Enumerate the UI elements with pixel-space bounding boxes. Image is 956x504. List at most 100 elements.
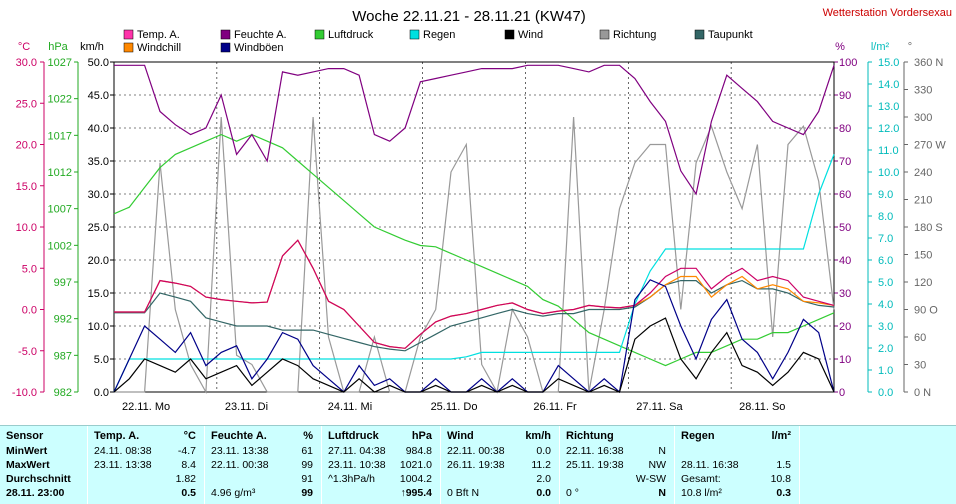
axis-tick-label: 270 W <box>914 140 946 152</box>
axis-tick-label: 360 N <box>914 57 943 69</box>
series-line-temp-a- <box>114 239 835 349</box>
axis-tick-label: 15.0 <box>878 57 899 69</box>
axis-tick-label: 1.0 <box>878 365 893 377</box>
axis-tick-label: 9.0 <box>878 189 893 201</box>
right-axes: % l/m² °100908070605040302010015.014.013.0… <box>833 41 946 399</box>
stats-value: 0.0 <box>536 487 551 499</box>
x-tick-label: 26.11. Fr <box>533 401 577 413</box>
stats-row: 28.11. 16:38 1.5 <box>675 459 799 472</box>
axis-tick-label: 90 <box>839 90 851 102</box>
stats-header: Sensor <box>0 430 87 443</box>
axis-tick-label: 210 <box>914 195 932 207</box>
stats-value: 99 <box>301 487 313 499</box>
stats-column: Richtung 22.11. 16:38 N 25.11. 19:38 NW W-SW 0… <box>560 426 675 504</box>
axis-tick-label: 7.0 <box>878 233 893 245</box>
stats-row: MinWert <box>0 445 87 458</box>
stats-timestamp: 23.11. 13:38 <box>211 445 269 457</box>
stats-value: 1.82 <box>175 473 196 485</box>
legend-swatch <box>123 42 134 53</box>
axis-tick-label: 80 <box>839 123 851 135</box>
axis-tick-label: 240 <box>914 167 932 179</box>
axis-tick-label: 90 O <box>914 305 938 317</box>
stats-timestamp: ^1.3hPa/h <box>328 473 375 485</box>
axis-tick-label: 40 <box>839 255 851 267</box>
legend-label: Luftdruck <box>328 29 374 41</box>
axis-tick-label: 1027 <box>48 57 72 69</box>
axis-tick-label: 60 <box>839 189 851 201</box>
legend-swatch <box>504 29 515 40</box>
legend-swatch <box>599 29 610 40</box>
x-tick-label: 27.11. Sa <box>636 401 683 413</box>
stats-column: Luftdruck hPa 27.11. 04:38 984.8 23.11. 10:3… <box>322 426 441 504</box>
legend-swatch <box>220 29 231 40</box>
axis-tick-label: 0 <box>839 387 845 399</box>
stats-value: 2.0 <box>536 473 551 485</box>
stats-row-label: MaxWert <box>6 459 50 471</box>
axis-tick-label: 1007 <box>48 204 72 216</box>
stats-header-unit: °C <box>183 430 196 442</box>
stats-header-label: Wind <box>447 430 474 442</box>
axis-tick-label: 30 <box>839 288 851 300</box>
axis-unit: km/h <box>80 41 104 53</box>
stats-row: 28.11. 23:00 <box>0 487 87 500</box>
stats-value: 0.5 <box>181 487 196 499</box>
axis-tick-label: 8.0 <box>878 211 893 223</box>
series-line-windb-en <box>113 279 835 394</box>
stats-row: 10.8 l/m² 0.3 <box>675 487 799 500</box>
stats-value: 1021.0 <box>399 459 432 471</box>
x-tick-label: 28.11. So <box>739 401 785 413</box>
stats-row: 25.11. 19:38 NW <box>560 459 674 472</box>
x-tick-label: 24.11. Mi <box>328 401 372 413</box>
stats-timestamp: 10.8 l/m² <box>681 487 722 499</box>
chart-series <box>113 64 835 395</box>
axis-tick-label: 1002 <box>48 240 72 252</box>
axis-tick-label: 25.0 <box>16 98 37 110</box>
stats-row: 23.11. 13:38 8.4 <box>88 459 204 472</box>
stats-header-unit: km/h <box>525 430 551 442</box>
legend-label: Temp. A. <box>137 29 180 41</box>
legend-label: Wind <box>518 29 543 41</box>
stats-row-label: Durchschnitt <box>6 473 71 485</box>
axis-tick-label: 50.0 <box>88 57 109 69</box>
stats-value: -4.7 <box>177 445 196 457</box>
legend-swatch <box>409 29 420 40</box>
stats-header: Wind km/h <box>441 430 559 443</box>
stats-value: 61 <box>301 445 313 457</box>
axis-tick-label: 0 N <box>914 387 931 399</box>
axis-tick-label: 30.0 <box>88 189 109 201</box>
stats-row-label: 28.11. 23:00 <box>6 487 65 499</box>
x-tick-label: 25.11. Do <box>431 401 478 413</box>
stats-row: Durchschnitt <box>0 473 87 486</box>
stats-value: ↑995.4 <box>400 487 432 499</box>
stats-row: 0 Bft N 0.0 <box>441 487 559 500</box>
stats-header-label: Sensor <box>6 430 44 442</box>
stats-header-unit: hPa <box>411 430 432 442</box>
stats-row: 4.96 g/m³ 99 <box>205 487 321 500</box>
axis-tick-label: 14.0 <box>878 79 899 91</box>
stats-timestamp: 22.11. 16:38 <box>566 445 624 457</box>
axis-tick-label: 982 <box>54 387 72 399</box>
axis-unit: °C <box>18 41 30 53</box>
stats-value: N <box>658 445 666 457</box>
axis-tick-label: 20.0 <box>16 140 37 152</box>
axis-unit: hPa <box>48 41 68 53</box>
axis-tick-label: 6.0 <box>878 255 893 267</box>
axis-tick-label: 300 <box>914 112 932 124</box>
stats-row: 26.11. 19:38 11.2 <box>441 459 559 472</box>
legend-label: Richtung <box>613 29 656 41</box>
axis-tick-label: 987 <box>54 350 72 362</box>
axis-tick-label: 1022 <box>48 94 72 106</box>
axis-tick-label: 50 <box>839 222 851 234</box>
axis-tick-label: 5.0 <box>22 263 37 275</box>
stats-value: 1004.2 <box>399 473 432 485</box>
stats-row: 22.11. 16:38 N <box>560 445 674 458</box>
axis-unit: ° <box>908 41 912 53</box>
axis-tick-label: 120 <box>914 277 932 289</box>
stats-row: 0 ° N <box>560 487 674 500</box>
stats-header-label: Richtung <box>566 430 614 442</box>
stats-value: 99 <box>301 459 313 471</box>
stats-timestamp: Gesamt: <box>681 473 721 485</box>
stats-timestamp: 25.11. 19:38 <box>566 459 624 471</box>
stats-table: Sensor MinWert MaxWert Durchschnitt 28.11. 2… <box>0 425 956 504</box>
stats-value: 11.2 <box>531 459 551 471</box>
